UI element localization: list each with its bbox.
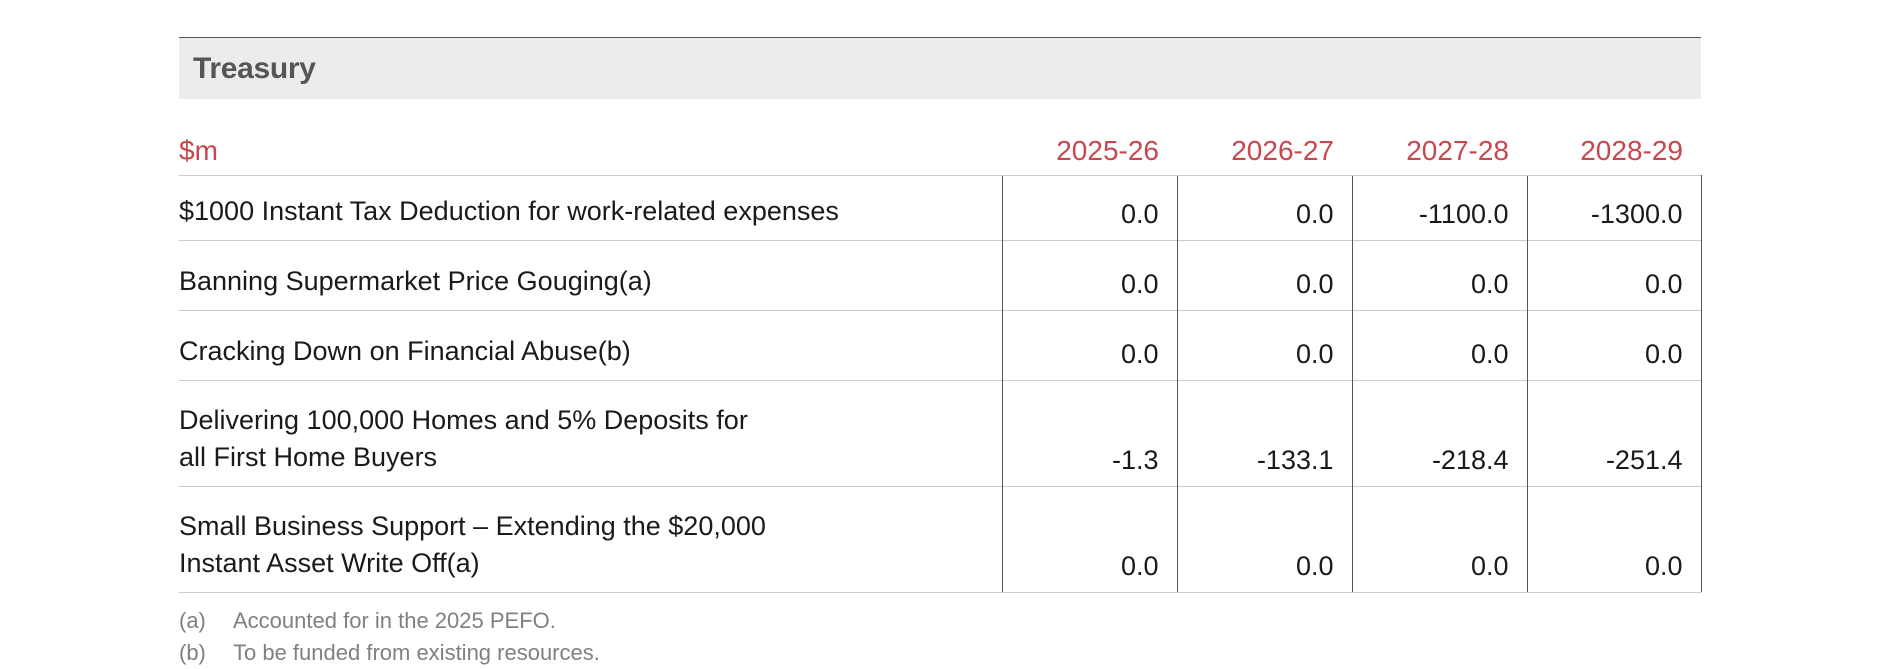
value-cell: 0.0 — [1001, 175, 1177, 241]
row-label: Cracking Down on Financial Abuse(b) — [179, 310, 1002, 381]
value-cell: 0.0 — [1351, 240, 1527, 311]
value-cell: -1300.0 — [1526, 175, 1702, 241]
row-label-line: all First Home Buyers — [179, 442, 438, 472]
treasury-panel: Treasury $m 2025-26 2026-27 2027-28 2028… — [179, 37, 1702, 669]
row-label-line: Delivering 100,000 Homes and 5% Deposits… — [179, 405, 748, 435]
footnote: (b) To be funded from existing resources… — [179, 637, 1701, 669]
table-row: Small Business Support – Extending the $… — [179, 486, 1702, 593]
table-row: Delivering 100,000 Homes and 5% Deposits… — [179, 380, 1702, 487]
value-cell: -218.4 — [1351, 380, 1527, 487]
row-label-line: $1000 Instant Tax Deduction for work-rel… — [179, 196, 839, 226]
value-cell: 0.0 — [1176, 486, 1352, 593]
table-header-row: $m 2025-26 2026-27 2027-28 2028-29 — [179, 119, 1701, 176]
value-cell: 0.0 — [1176, 240, 1352, 311]
section-header: Treasury — [179, 37, 1701, 99]
value-cell: 0.0 — [1176, 310, 1352, 381]
year-header: 2026-27 — [1231, 135, 1334, 166]
row-label: Small Business Support – Extending the $… — [179, 486, 1002, 593]
footnote: (a) Accounted for in the 2025 PEFO. — [179, 605, 1701, 637]
section-title: Treasury — [193, 51, 316, 85]
row-label: Delivering 100,000 Homes and 5% Deposits… — [179, 380, 1002, 487]
footnotes: (a) Accounted for in the 2025 PEFO. (b) … — [179, 605, 1701, 669]
table-row: $1000 Instant Tax Deduction for work-rel… — [179, 175, 1702, 241]
value-cell: 0.0 — [1526, 310, 1702, 381]
footnote-mark: (b) — [179, 640, 206, 665]
value-cell: -133.1 — [1176, 380, 1352, 487]
value-cell: 0.0 — [1001, 486, 1177, 593]
value-cell: 0.0 — [1526, 486, 1702, 593]
value-cell: 0.0 — [1001, 310, 1177, 381]
table-row: Banning Supermarket Price Gouging(a) 0.0… — [179, 240, 1702, 311]
row-label: $1000 Instant Tax Deduction for work-rel… — [179, 175, 1002, 241]
year-header: 2028-29 — [1580, 135, 1683, 166]
value-cell: 0.0 — [1001, 240, 1177, 311]
costings-table: $m 2025-26 2026-27 2027-28 2028-29 $1000… — [179, 119, 1702, 593]
footnote-text: Accounted for in the 2025 PEFO. — [233, 608, 556, 633]
row-label: Banning Supermarket Price Gouging(a) — [179, 240, 1002, 311]
value-cell: -1100.0 — [1351, 175, 1527, 241]
unit-label: $m — [179, 135, 218, 166]
value-cell: -1.3 — [1001, 380, 1177, 487]
value-cell: -251.4 — [1526, 380, 1702, 487]
row-label-line: Banning Supermarket Price Gouging(a) — [179, 266, 652, 296]
footnote-text: To be funded from existing resources. — [233, 640, 600, 665]
value-cell: 0.0 — [1351, 486, 1527, 593]
row-label-line: Instant Asset Write Off(a) — [179, 548, 480, 578]
row-label-line: Cracking Down on Financial Abuse(b) — [179, 336, 631, 366]
year-header: 2025-26 — [1056, 135, 1159, 166]
row-label-line: Small Business Support – Extending the $… — [179, 511, 766, 541]
value-cell: 0.0 — [1526, 240, 1702, 311]
footnote-mark: (a) — [179, 608, 206, 633]
value-cell: 0.0 — [1176, 175, 1352, 241]
value-cell: 0.0 — [1351, 310, 1527, 381]
table-row: Cracking Down on Financial Abuse(b) 0.0 … — [179, 310, 1702, 381]
year-header: 2027-28 — [1406, 135, 1509, 166]
